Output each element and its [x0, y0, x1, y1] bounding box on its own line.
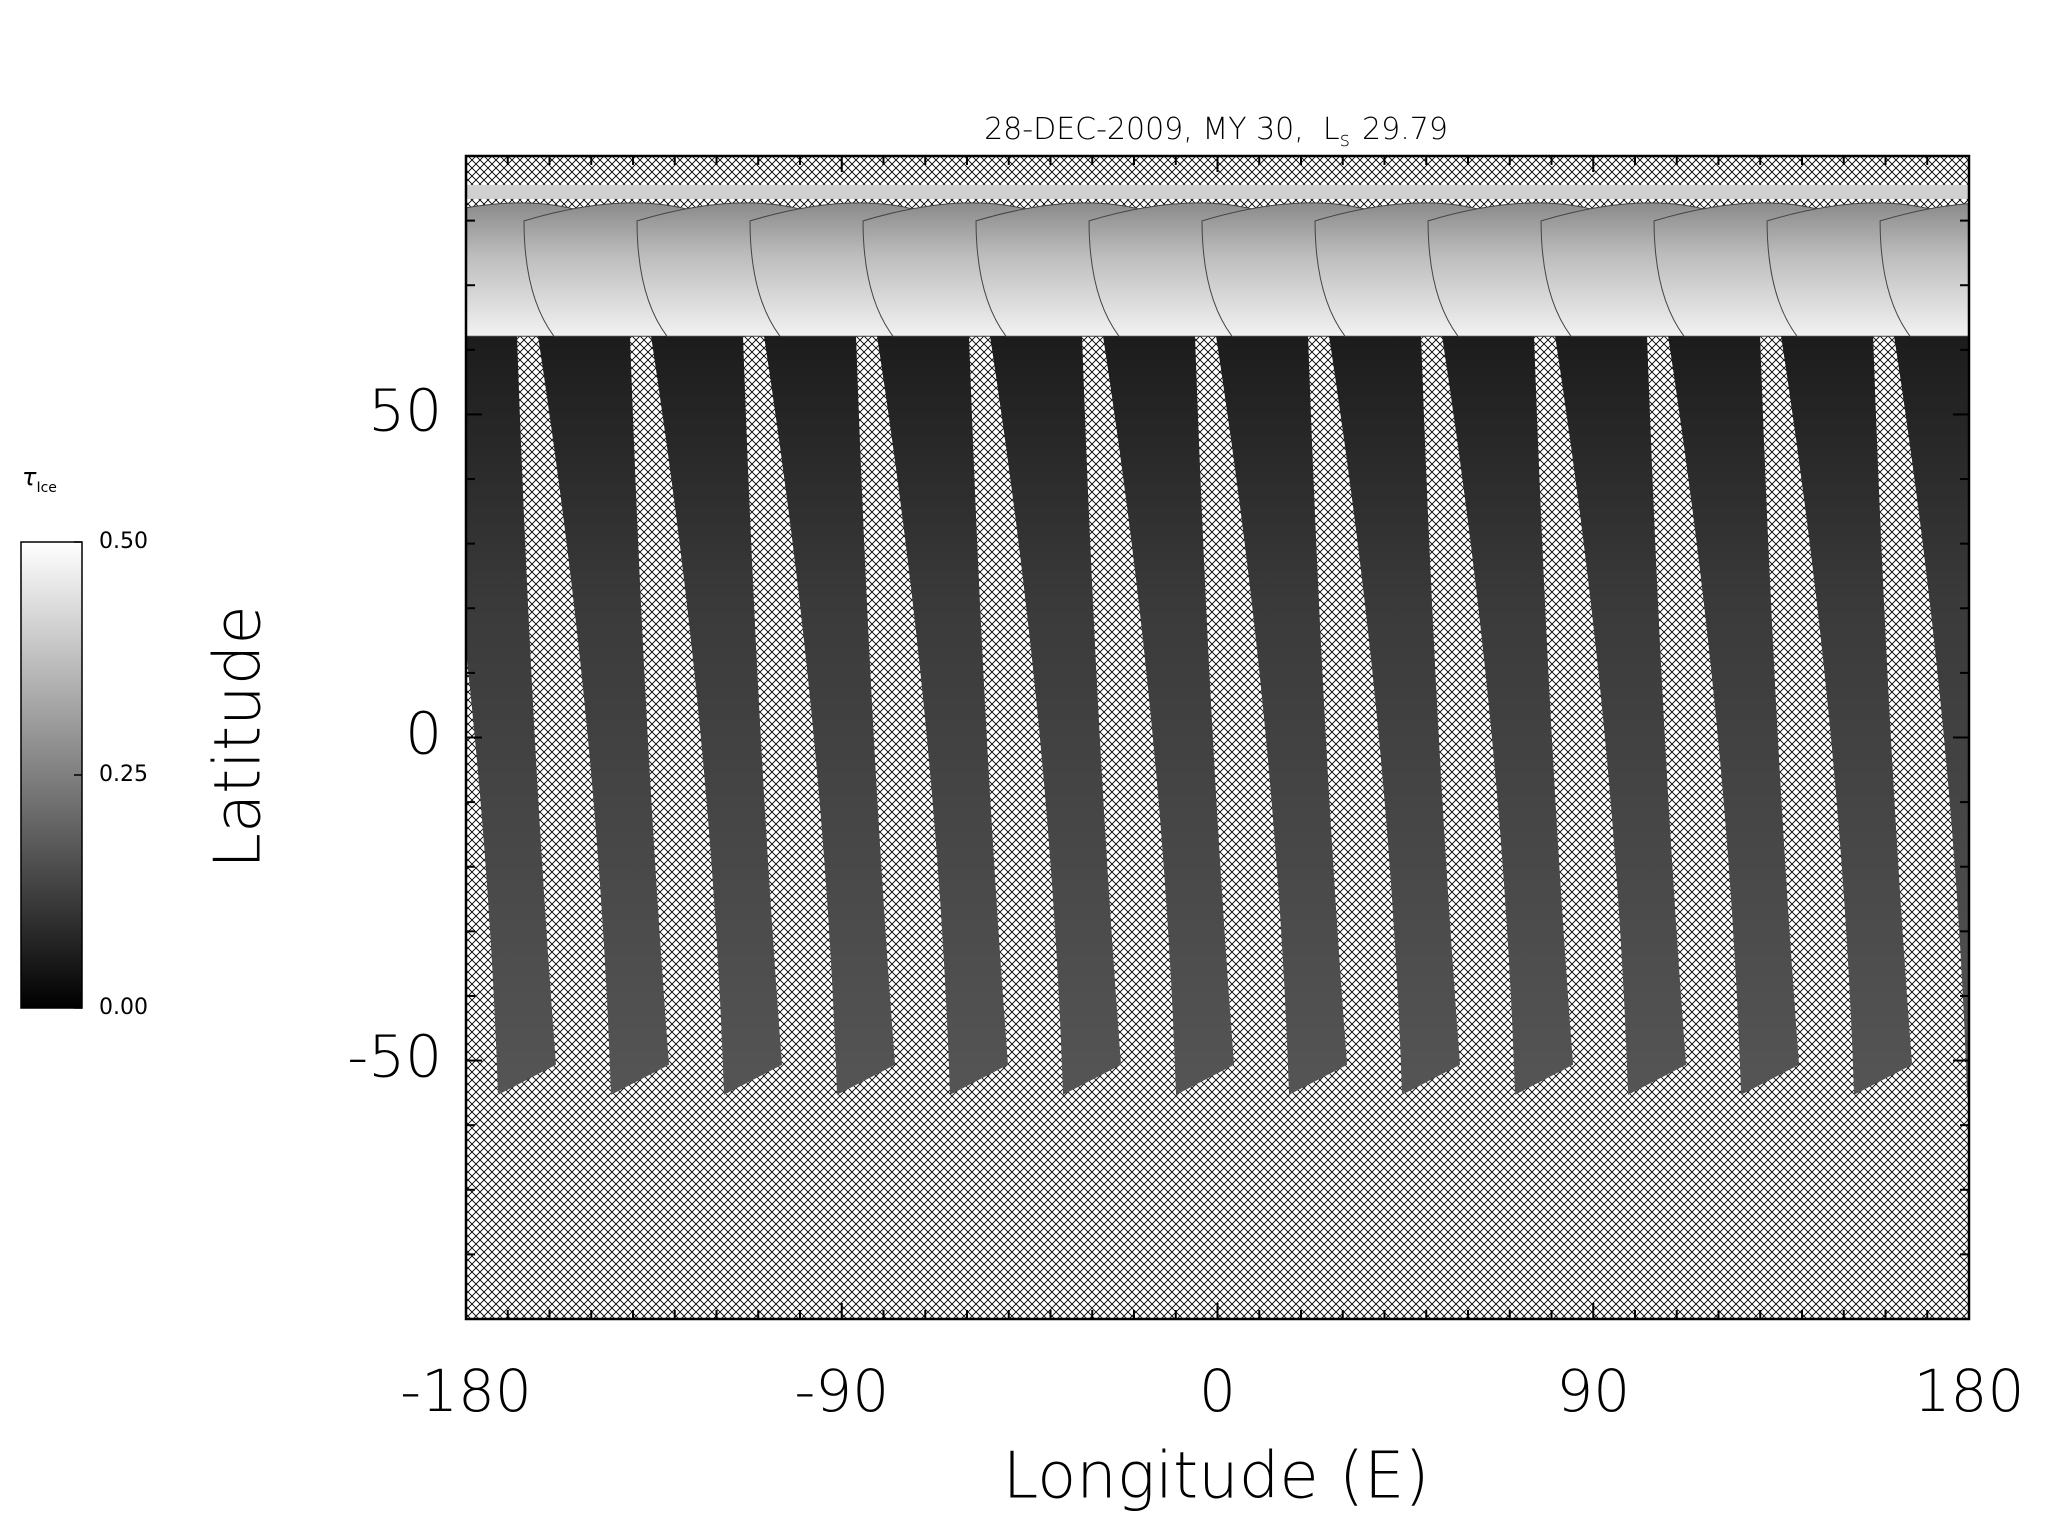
title-text: 28-DEC-2009, MY 30, L	[984, 112, 1340, 147]
swath	[1668, 336, 1800, 1095]
swath	[2007, 336, 2048, 1095]
swath	[1894, 336, 1969, 1095]
polar-band	[1879, 203, 1969, 337]
swath	[466, 336, 556, 1095]
colorbar-tick-label: 0.25	[99, 762, 148, 787]
colorbar	[20, 541, 83, 1009]
y-axis-title: Latitude	[202, 605, 276, 868]
swath	[1103, 336, 1235, 1095]
swath	[1781, 336, 1913, 1095]
swath	[990, 336, 1122, 1095]
y-tick-label: 0	[405, 700, 442, 768]
title-subscript: s	[1340, 127, 1350, 151]
swath	[1216, 336, 1348, 1095]
swath	[538, 336, 670, 1095]
x-tick-label: 90	[1556, 1357, 1630, 1425]
x-tick-label: 0	[1199, 1357, 1236, 1425]
colorbar-tick-label: 0.00	[99, 995, 148, 1020]
image-swaths	[466, 156, 2048, 1319]
x-tick-label: -180	[400, 1357, 532, 1425]
colorbar-title: τIce	[22, 463, 57, 496]
swath	[764, 336, 896, 1095]
x-tick-label: -90	[794, 1357, 889, 1425]
colorbar-tick-label: 0.50	[99, 529, 148, 554]
polar-band	[1993, 203, 2048, 336]
y-tick-label: 50	[368, 376, 442, 444]
x-tick-label: 180	[1914, 1357, 2025, 1425]
polar-band-top	[466, 184, 1969, 199]
chart-title: 28-DEC-2009, MY 30, Ls 29.79	[984, 112, 1448, 151]
x-axis-title: Longitude (E)	[1003, 1440, 1430, 1514]
y-tick-label: -50	[347, 1023, 442, 1091]
swath	[1329, 336, 1461, 1095]
colorbar-label: τ	[22, 463, 37, 491]
swath	[1555, 336, 1687, 1095]
swath	[1442, 336, 1574, 1095]
colorbar-subscript: Ice	[36, 480, 56, 496]
swath	[877, 336, 1009, 1095]
swath	[651, 336, 783, 1095]
title-value: 29.79	[1362, 112, 1448, 147]
